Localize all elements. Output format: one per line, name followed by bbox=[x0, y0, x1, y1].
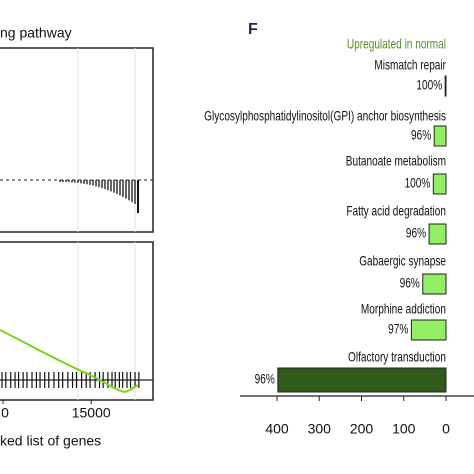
x-tick-label: 0 bbox=[442, 421, 450, 437]
percent-label: 96% bbox=[255, 371, 275, 387]
category-label: Mismatch repair bbox=[374, 57, 446, 73]
percent-label: 96% bbox=[406, 225, 426, 241]
x-tick-label: 300 bbox=[308, 421, 332, 437]
chart-title: ng pathway bbox=[0, 25, 72, 41]
category-label: Glycosylphosphatidylinositol(GPI) anchor… bbox=[204, 108, 446, 124]
x-tick-label: 15000 bbox=[72, 405, 111, 421]
metric-box bbox=[0, 47, 154, 233]
percent-label: 100% bbox=[405, 175, 431, 191]
bar bbox=[433, 125, 447, 147]
x-tick-label: 0 bbox=[1, 405, 9, 421]
subtitle: Upregulated in normal bbox=[347, 36, 446, 52]
x-tick-label: 400 bbox=[265, 421, 289, 437]
bar bbox=[410, 319, 447, 341]
x-tick-label: 100 bbox=[392, 421, 416, 437]
panel-label: F bbox=[248, 21, 258, 38]
bar bbox=[444, 75, 447, 97]
category-label: Olfactory transduction bbox=[348, 349, 446, 365]
category-label: Fatty acid degradation bbox=[346, 203, 446, 219]
bar bbox=[428, 223, 447, 245]
enrichment-curve bbox=[0, 329, 139, 394]
percent-label: 96% bbox=[411, 127, 431, 143]
category-label: Butanoate metabolism bbox=[346, 153, 446, 169]
percent-label: 97% bbox=[388, 321, 408, 337]
x-axis-label: ked list of genes bbox=[0, 433, 101, 449]
bar bbox=[432, 173, 447, 195]
percent-label: 100% bbox=[416, 77, 442, 93]
es-box bbox=[0, 241, 154, 401]
category-label: Gabaergic synapse bbox=[359, 253, 446, 269]
bar bbox=[422, 273, 447, 295]
gsea-panel bbox=[0, 47, 154, 401]
x-tick-label: 200 bbox=[350, 421, 374, 437]
percent-label: 96% bbox=[400, 275, 420, 291]
category-label: Morphine addiction bbox=[361, 301, 446, 317]
bar bbox=[277, 367, 447, 393]
ranked-metric bbox=[59, 180, 139, 213]
